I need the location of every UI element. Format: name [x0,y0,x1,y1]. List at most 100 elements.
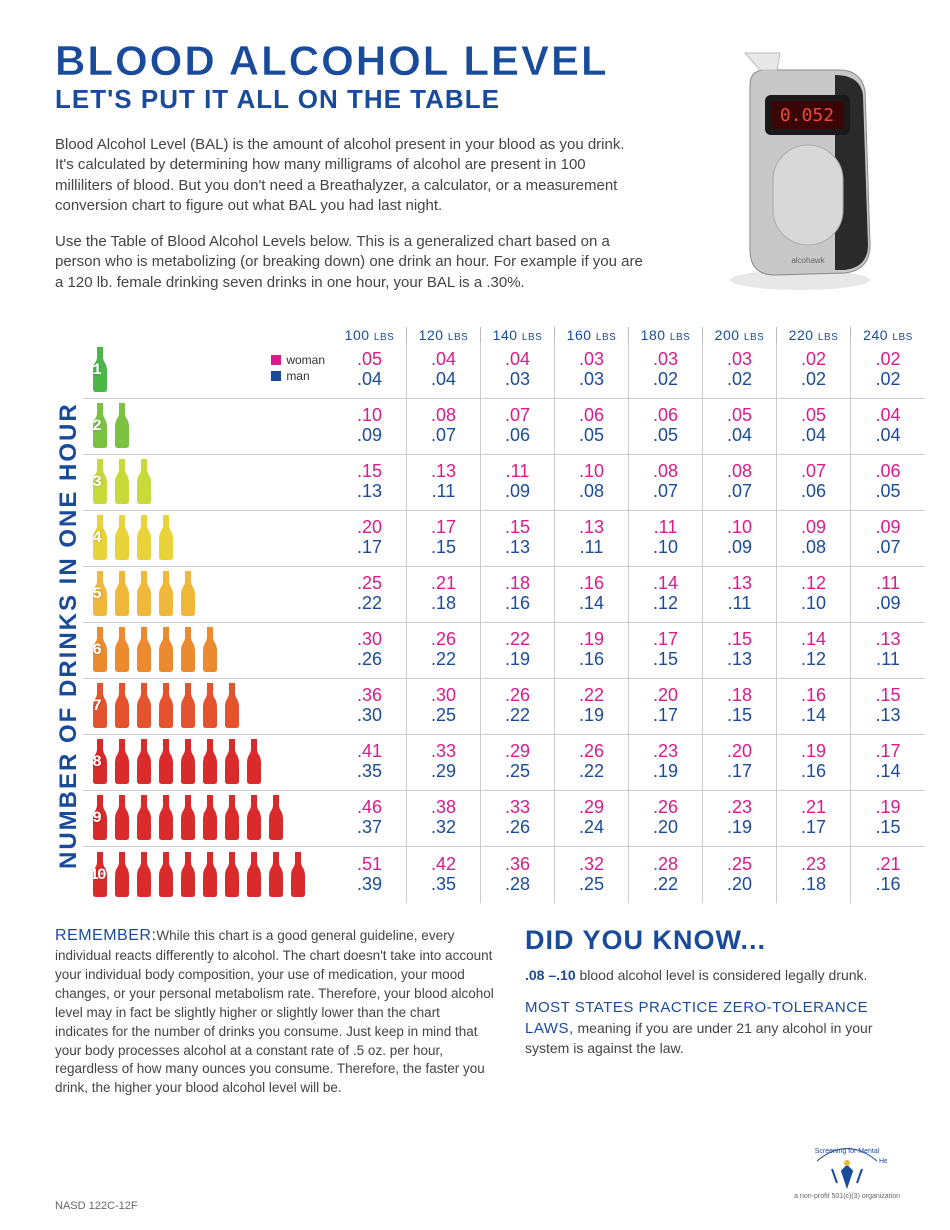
bal-value-man: .11 [555,538,628,558]
bal-value-woman: .25 [703,855,776,875]
bal-cell: .11 .09 [481,454,555,510]
bal-value-woman: .26 [629,798,702,818]
bal-value-woman: .22 [481,630,554,650]
bal-cell: .13 .11 [555,510,629,566]
bal-cell: .02 .02 [851,342,925,398]
bal-value-woman: .51 [333,855,406,875]
bal-cell: .17 .15 [629,622,703,678]
bal-cell: .09 .07 [851,510,925,566]
bal-value-man: .22 [555,762,628,782]
bal-cell: .08 .07 [703,454,777,510]
bal-value-woman: .21 [407,574,480,594]
bal-value-woman: .11 [629,518,702,538]
did-you-know-section: DID YOU KNOW... .08 –.10 blood alcohol l… [525,925,905,1099]
drink-count-badge: 10 [87,866,107,884]
svg-text:alcohawk: alcohawk [791,256,825,265]
bal-cell: .12 .10 [777,566,851,622]
drink-count-badge: 2 [87,417,107,435]
bal-value-man: .25 [481,762,554,782]
bottle-count-cell: 9 [83,795,333,841]
bal-value-woman: .11 [481,462,554,482]
bal-value-man: .04 [333,370,406,390]
bal-value-woman: .12 [777,574,850,594]
bal-value-man: .19 [703,818,776,838]
bal-cell: .46 .37 [333,790,407,846]
bal-value-man: .26 [333,650,406,670]
bal-value-man: .04 [777,426,850,446]
bal-value-woman: .26 [407,630,480,650]
bottle-count-cell: 2 [83,403,333,449]
bal-cell: .03 .02 [703,342,777,398]
bal-cell: .23 .19 [703,790,777,846]
bal-value-man: .13 [333,482,406,502]
drink-count-badge: 8 [87,753,107,771]
bal-value-man: .07 [851,538,925,558]
bottle-count-cell: 7 [83,683,333,729]
bal-cell: .32 .25 [555,847,629,903]
bal-cell: .23 .18 [777,847,851,903]
bal-value-woman: .06 [555,406,628,426]
bal-cell: .04 .04 [851,398,925,454]
table-row: 1 woman man .05 .04 .04 .04 .04 .03 .03 … [83,343,925,399]
bal-cell: .05 .04 [703,398,777,454]
bal-cell: .41 .35 [333,734,407,790]
table-row: 8 .41 .35 .33 .29 .29 .25 [83,735,925,791]
bal-value-woman: .05 [333,350,406,370]
bal-cell: .15 .13 [851,678,925,734]
bal-value-man: .08 [777,538,850,558]
bal-value-man: .15 [851,818,925,838]
bal-value-woman: .09 [851,518,925,538]
bal-value-man: .12 [777,650,850,670]
bal-value-woman: .16 [777,686,850,706]
bal-value-woman: .03 [703,350,776,370]
bal-cell: .25 .22 [333,566,407,622]
legend-label-man: man [286,369,309,383]
bal-value-man: .03 [481,370,554,390]
table-row: 3 .15 .13 .13 .11 .11 .09 .10 .08 .08 .0… [83,455,925,511]
bal-value-woman: .23 [703,798,776,818]
bottle-count-cell: 6 [83,627,333,673]
bal-value-man: .09 [481,482,554,502]
bal-value-man: .35 [333,762,406,782]
bal-value-woman: .06 [629,406,702,426]
bal-value-woman: .36 [481,855,554,875]
bal-cell: .21 .18 [407,566,481,622]
bal-value-woman: .13 [851,630,925,650]
bottle-count-cell: 1 woman man [83,347,333,393]
bal-value-woman: .20 [629,686,702,706]
bal-value-man: .07 [703,482,776,502]
bal-value-man: .19 [555,706,628,726]
bal-value-woman: .29 [555,798,628,818]
bal-cell: .05 .04 [333,342,407,398]
bal-value-woman: .13 [555,518,628,538]
bal-cell: .03 .03 [555,342,629,398]
bal-value-woman: .15 [851,686,925,706]
bal-value-man: .37 [333,818,406,838]
bal-value-woman: .15 [333,462,406,482]
bal-value-man: .16 [777,762,850,782]
bal-value-woman: .13 [407,462,480,482]
bal-value-man: .04 [407,370,480,390]
legend: woman man [271,353,325,385]
bal-value-man: .35 [407,875,480,895]
org-logo: Screening for Mental Health a non-profit… [794,1141,900,1200]
bal-value-man: .17 [777,818,850,838]
weight-header: 220 LBS [777,327,851,343]
bal-cell: .07 .06 [777,454,851,510]
bal-value-woman: .02 [777,350,850,370]
bal-value-woman: .42 [407,855,480,875]
bal-value-man: .18 [777,875,850,895]
bal-value-woman: .19 [555,630,628,650]
bal-value-man: .25 [407,706,480,726]
bal-value-woman: .25 [333,574,406,594]
bal-value-woman: .09 [777,518,850,538]
bal-value-woman: .14 [777,630,850,650]
bal-value-woman: .15 [481,518,554,538]
drink-count-badge: 9 [87,809,107,827]
weight-header: 180 LBS [629,327,703,343]
bal-cell: .14 .12 [629,566,703,622]
bal-value-man: .32 [407,818,480,838]
bal-cell: .20 .17 [703,734,777,790]
bal-cell: .18 .16 [481,566,555,622]
bal-value-man: .09 [851,594,925,614]
